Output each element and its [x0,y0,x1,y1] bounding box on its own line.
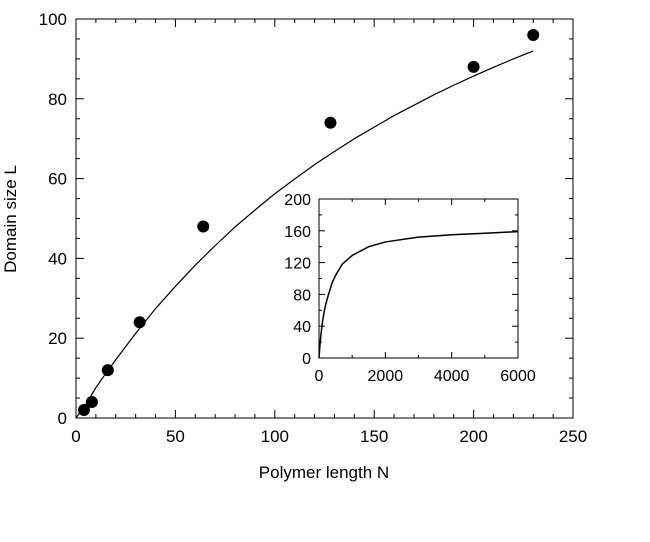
main-y-tick-label: 20 [48,329,67,348]
main-data-point [467,60,480,73]
inset-x-tick-label: 0 [315,368,324,385]
main-x-tick-label: 50 [166,427,185,446]
inset-x-tick-label: 2000 [368,368,404,385]
main-data-point [133,316,146,329]
main-y-tick-label: 60 [48,170,67,189]
inset-y-tick-label: 120 [284,256,311,273]
x-axis-label: Polymer length N [259,463,389,482]
main-data-point [527,28,540,41]
inset-x-tick-label: 6000 [500,368,536,385]
inset-frame [318,198,519,359]
inset-y-tick-label: 80 [293,287,311,304]
main-y-tick-label: 0 [58,409,67,428]
inset-x-tick-label: 4000 [434,368,470,385]
main-series-line [75,50,534,419]
main-x-tick-label: 250 [559,427,587,446]
inset-y-tick-label: 40 [293,319,311,336]
inset-plot: 0 2000 4000 6000 0 40 80 120 160 200 [284,192,536,385]
main-data-point [324,116,337,129]
main-data-point [77,404,90,417]
main-y-tick-label: 100 [39,10,67,29]
main-x-tick-label: 100 [261,427,289,446]
main-y-tick-label: 40 [48,249,67,268]
main-x-tick-label: 200 [459,427,487,446]
inset-series-line [318,230,519,359]
main-x-tick-label: 0 [71,427,80,446]
main-plot: 0 50 100 150 200 250 0 20 40 60 80 100 [39,10,588,446]
inset-y-tick-label: 0 [302,351,311,368]
inset-y-tick-label: 160 [284,224,311,241]
y-axis-label: Domain size L [1,165,20,273]
main-data-point [197,220,210,233]
inset-y-tick-label: 200 [284,192,311,209]
main-x-tick-label: 150 [360,427,388,446]
main-y-tick-label: 80 [48,90,67,109]
